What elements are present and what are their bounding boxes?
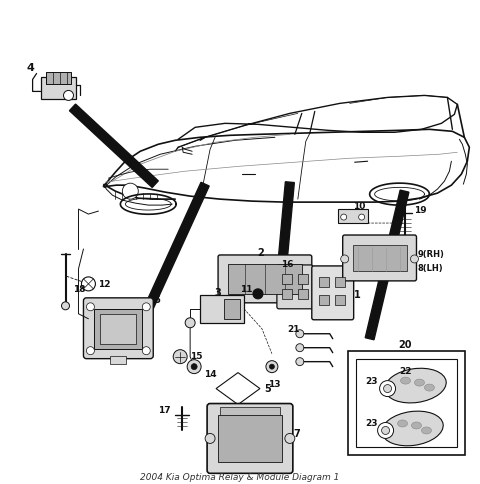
- Circle shape: [296, 358, 304, 366]
- FancyBboxPatch shape: [343, 236, 417, 281]
- Text: 13: 13: [268, 379, 280, 388]
- Ellipse shape: [411, 422, 421, 429]
- Text: 17: 17: [158, 405, 171, 414]
- Text: 5: 5: [264, 383, 271, 393]
- Bar: [338, 210, 368, 224]
- Circle shape: [205, 434, 215, 443]
- Text: 7: 7: [294, 428, 300, 439]
- Circle shape: [142, 347, 150, 355]
- Text: 2: 2: [257, 247, 264, 257]
- Circle shape: [142, 303, 150, 311]
- Text: 14: 14: [204, 369, 217, 378]
- Bar: [298, 274, 308, 284]
- FancyBboxPatch shape: [312, 266, 354, 320]
- Ellipse shape: [400, 378, 410, 384]
- Bar: [348, 351, 465, 455]
- Text: 16: 16: [281, 259, 293, 269]
- FancyBboxPatch shape: [84, 298, 153, 359]
- Text: 23: 23: [366, 419, 378, 427]
- Bar: [200, 295, 244, 323]
- FancyBboxPatch shape: [207, 404, 293, 473]
- Ellipse shape: [424, 384, 434, 391]
- Text: 10: 10: [353, 202, 365, 211]
- Circle shape: [285, 434, 295, 443]
- Polygon shape: [144, 183, 209, 311]
- Bar: [224, 299, 240, 319]
- Circle shape: [341, 214, 347, 221]
- Circle shape: [82, 277, 96, 291]
- Circle shape: [63, 91, 73, 101]
- Bar: [282, 274, 292, 284]
- Bar: [220, 407, 280, 415]
- Text: 11: 11: [240, 284, 252, 293]
- Bar: [335, 295, 345, 305]
- Bar: [46, 74, 72, 85]
- Circle shape: [253, 289, 263, 299]
- Text: 8(LH): 8(LH): [418, 263, 443, 272]
- Circle shape: [296, 330, 304, 338]
- Bar: [319, 295, 329, 305]
- Circle shape: [173, 350, 187, 364]
- FancyBboxPatch shape: [277, 265, 313, 309]
- Circle shape: [266, 361, 278, 373]
- Circle shape: [380, 381, 396, 397]
- Text: 18: 18: [73, 284, 86, 293]
- Bar: [100, 314, 136, 344]
- Bar: [319, 277, 329, 287]
- Circle shape: [384, 385, 392, 393]
- Circle shape: [359, 214, 365, 221]
- Polygon shape: [277, 182, 294, 270]
- Text: 1: 1: [354, 289, 360, 299]
- Circle shape: [122, 184, 138, 200]
- Polygon shape: [216, 373, 260, 405]
- Ellipse shape: [397, 420, 408, 427]
- Circle shape: [269, 364, 275, 369]
- Circle shape: [191, 364, 197, 370]
- Circle shape: [61, 302, 70, 310]
- Ellipse shape: [421, 427, 432, 434]
- Bar: [356, 359, 457, 448]
- Text: 22: 22: [399, 366, 412, 375]
- Text: 15: 15: [190, 351, 203, 360]
- Ellipse shape: [415, 379, 424, 386]
- Bar: [353, 245, 407, 272]
- Text: 23: 23: [366, 376, 378, 385]
- Bar: [41, 78, 76, 100]
- Circle shape: [341, 256, 348, 263]
- Text: 21: 21: [287, 324, 300, 333]
- Bar: [218, 415, 282, 462]
- Text: 9(RH): 9(RH): [418, 249, 444, 258]
- Bar: [298, 289, 308, 299]
- Circle shape: [86, 347, 95, 355]
- Bar: [228, 264, 302, 294]
- Text: 20: 20: [398, 339, 412, 349]
- FancyBboxPatch shape: [218, 256, 312, 303]
- Bar: [110, 356, 126, 364]
- Circle shape: [296, 344, 304, 352]
- Polygon shape: [70, 105, 158, 188]
- Ellipse shape: [382, 411, 443, 446]
- Text: 2004 Kia Optima Relay & Module Diagram 1: 2004 Kia Optima Relay & Module Diagram 1: [140, 472, 340, 481]
- Text: 12: 12: [98, 279, 111, 288]
- Bar: [282, 289, 292, 299]
- Circle shape: [410, 256, 419, 263]
- Ellipse shape: [385, 368, 446, 403]
- Text: 19: 19: [415, 206, 427, 215]
- Circle shape: [185, 318, 195, 328]
- Circle shape: [187, 360, 201, 374]
- Text: 3: 3: [214, 287, 221, 297]
- Text: 6: 6: [153, 294, 160, 304]
- Circle shape: [86, 303, 95, 311]
- Circle shape: [378, 423, 394, 439]
- Circle shape: [382, 426, 390, 435]
- Bar: [95, 309, 142, 349]
- Bar: [335, 277, 345, 287]
- Polygon shape: [365, 191, 409, 340]
- Text: 4: 4: [26, 62, 35, 73]
